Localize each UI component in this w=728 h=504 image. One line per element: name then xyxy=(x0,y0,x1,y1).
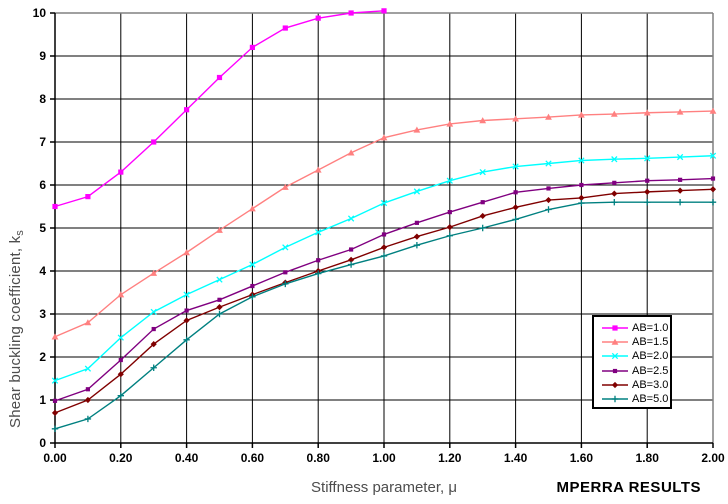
x-tick-label: 0.00 xyxy=(43,451,67,465)
x-tick-label: 0.80 xyxy=(307,451,331,465)
y-axis-title: Shear buckling coefficient, ks xyxy=(7,230,26,428)
legend-key-icon xyxy=(602,381,628,388)
legend-item-AB=2.5: AB=2.5 xyxy=(601,364,670,378)
axis-ticks xyxy=(50,12,714,448)
y-tick-label: 3 xyxy=(39,307,46,321)
legend-item-label: AB=1.5 xyxy=(632,336,669,349)
x-axis-title: Stiffness parameter, μ xyxy=(311,479,457,496)
x-tick-label: 1.80 xyxy=(636,451,660,465)
y-tick-label: 2 xyxy=(39,350,46,364)
legend-item-AB=5.0: AB=5.0 xyxy=(601,392,670,406)
legend-item-AB=1.5: AB=1.5 xyxy=(601,335,670,349)
series-AB=1.5 xyxy=(51,107,717,340)
y-tick-label: 1 xyxy=(39,393,46,407)
legend-item-AB=1.0: AB=1.0 xyxy=(601,321,670,335)
legend-item-label: AB=2.0 xyxy=(632,350,669,363)
series-AB=2.0 xyxy=(51,152,717,384)
y-tick-label: 10 xyxy=(33,6,47,20)
y-tick-label: 4 xyxy=(39,264,46,278)
legend-item-label: AB=3.0 xyxy=(632,378,669,391)
legend-item-AB=3.0: AB=3.0 xyxy=(601,378,670,392)
y-tick-label: 0 xyxy=(39,436,46,450)
y-tick-label: 6 xyxy=(39,178,46,192)
legend-key-icon xyxy=(602,325,628,331)
legend-item-label: AB=1.0 xyxy=(632,322,669,335)
y-axis-title-subscript: s xyxy=(14,230,26,236)
series-AB=1.0 xyxy=(52,8,387,210)
x-tick-label: 0.40 xyxy=(175,451,199,465)
axis-tick-labels: 0.00 0.20 0.40 0.60 0.80 1.00 1.20 1.40 1.60 1.80… xyxy=(33,6,725,465)
x-tick-label: 1.20 xyxy=(438,451,462,465)
legend-key-icon xyxy=(602,395,628,403)
x-tick-label: 1.00 xyxy=(372,451,396,465)
series-AB=2.5 xyxy=(52,176,716,403)
x-tick-label: 1.60 xyxy=(570,451,594,465)
results-label: MPERRA RESULTS xyxy=(556,479,701,496)
series-AB=5.0 xyxy=(51,199,717,433)
y-tick-label: 8 xyxy=(39,92,46,106)
x-tick-label: 0.60 xyxy=(241,451,265,465)
y-tick-label: 9 xyxy=(39,49,46,63)
legend-key-icon xyxy=(602,353,628,360)
x-tick-label: 2.00 xyxy=(701,451,725,465)
y-tick-label: 7 xyxy=(39,135,46,149)
x-tick-label: 1.40 xyxy=(504,451,528,465)
legend-item-label: AB=5.0 xyxy=(632,393,669,406)
gridlines xyxy=(55,13,713,443)
legend: AB=1.0 AB=1.5 AB=2.0 AB=2.5 AB=3.0 AB=5.0 xyxy=(592,315,672,409)
legend-item-AB=2.0: AB=2.0 xyxy=(601,349,670,363)
y-tick-label: 5 xyxy=(39,221,46,235)
y-axis-title-text: Shear buckling coefficient, k xyxy=(7,235,24,428)
legend-key-icon xyxy=(602,368,628,373)
legend-key-icon xyxy=(602,338,628,345)
series-line xyxy=(54,10,385,208)
x-tick-label: 0.20 xyxy=(109,451,133,465)
legend-item-label: AB=2.5 xyxy=(632,364,669,377)
